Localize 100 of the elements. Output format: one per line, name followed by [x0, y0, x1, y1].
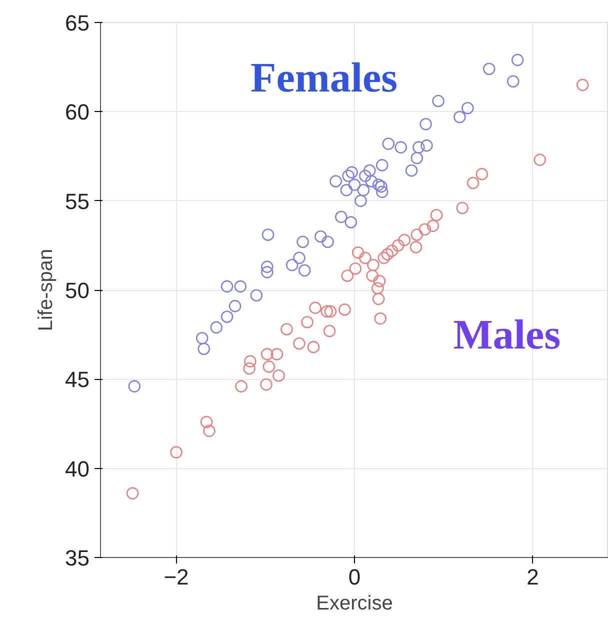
point	[374, 312, 386, 325]
point	[346, 166, 358, 178]
y-tick-label: 50	[65, 278, 90, 303]
x-tick-label: −2	[164, 564, 189, 590]
point	[376, 186, 388, 198]
point	[364, 164, 376, 177]
point	[430, 208, 443, 222]
point	[576, 78, 589, 92]
y-tick-label: 45	[65, 367, 90, 392]
point	[203, 424, 216, 438]
point	[410, 228, 424, 241]
point	[261, 348, 274, 360]
point	[354, 194, 367, 207]
point	[372, 292, 385, 306]
point	[293, 337, 306, 350]
point	[506, 75, 520, 88]
point	[200, 416, 213, 428]
point	[372, 282, 384, 294]
point	[324, 305, 337, 318]
y-tick-label: 40	[65, 456, 90, 482]
point	[476, 168, 488, 180]
x-tick-label: 2	[526, 564, 539, 590]
point	[359, 252, 372, 264]
point	[272, 369, 285, 382]
point	[234, 280, 247, 293]
point	[412, 141, 425, 154]
point	[323, 324, 336, 338]
point	[365, 175, 378, 188]
y-tick-label: 35	[65, 546, 90, 570]
point	[220, 280, 234, 293]
point	[170, 446, 182, 458]
point	[534, 154, 546, 166]
y-tick-label: 65	[65, 10, 90, 36]
point	[330, 175, 342, 188]
point	[260, 378, 272, 391]
point	[307, 340, 320, 354]
point	[398, 234, 411, 246]
point	[196, 332, 208, 344]
point	[270, 348, 284, 360]
point	[243, 362, 256, 375]
point	[375, 180, 388, 193]
point	[386, 244, 398, 257]
point	[482, 62, 496, 76]
point	[349, 262, 362, 275]
point	[376, 159, 388, 172]
point	[286, 258, 298, 272]
point	[410, 152, 424, 164]
point	[359, 170, 372, 182]
point	[296, 236, 309, 248]
point	[280, 323, 293, 336]
point	[244, 355, 256, 368]
point	[418, 223, 432, 236]
point	[420, 139, 433, 152]
point	[372, 178, 385, 191]
point	[309, 302, 322, 314]
point	[352, 246, 364, 259]
point	[314, 230, 327, 243]
y-tick-label: 60	[65, 100, 90, 125]
point	[220, 310, 234, 323]
point	[410, 241, 422, 254]
point	[381, 248, 394, 260]
point	[426, 220, 440, 232]
point	[250, 289, 263, 302]
point	[394, 141, 407, 154]
point	[366, 270, 378, 282]
point	[301, 316, 314, 328]
point	[378, 252, 390, 264]
point	[392, 239, 404, 252]
point	[341, 270, 354, 282]
series-label: Males	[453, 312, 561, 358]
point	[235, 380, 248, 392]
point	[456, 202, 468, 214]
point	[320, 305, 334, 318]
y-axis-title: Life-span	[35, 248, 58, 332]
point	[338, 303, 351, 316]
point	[261, 266, 274, 278]
point	[298, 264, 311, 277]
point	[261, 260, 274, 273]
point	[198, 342, 210, 355]
point	[344, 216, 358, 228]
x-tick-label: 0	[348, 564, 361, 590]
point	[511, 54, 524, 66]
point	[454, 110, 466, 124]
point	[322, 236, 334, 248]
point	[462, 102, 474, 114]
series-label: Females	[250, 56, 398, 102]
x-axis-title: Exercise	[316, 592, 393, 614]
point	[342, 170, 354, 182]
point	[405, 164, 418, 177]
point	[367, 258, 380, 272]
point	[228, 300, 242, 312]
point	[334, 210, 348, 224]
point	[262, 360, 276, 373]
point	[348, 178, 361, 191]
point	[210, 321, 223, 334]
point	[128, 380, 141, 392]
point	[357, 184, 370, 196]
point	[466, 176, 480, 190]
point	[126, 487, 139, 500]
point	[293, 252, 306, 264]
